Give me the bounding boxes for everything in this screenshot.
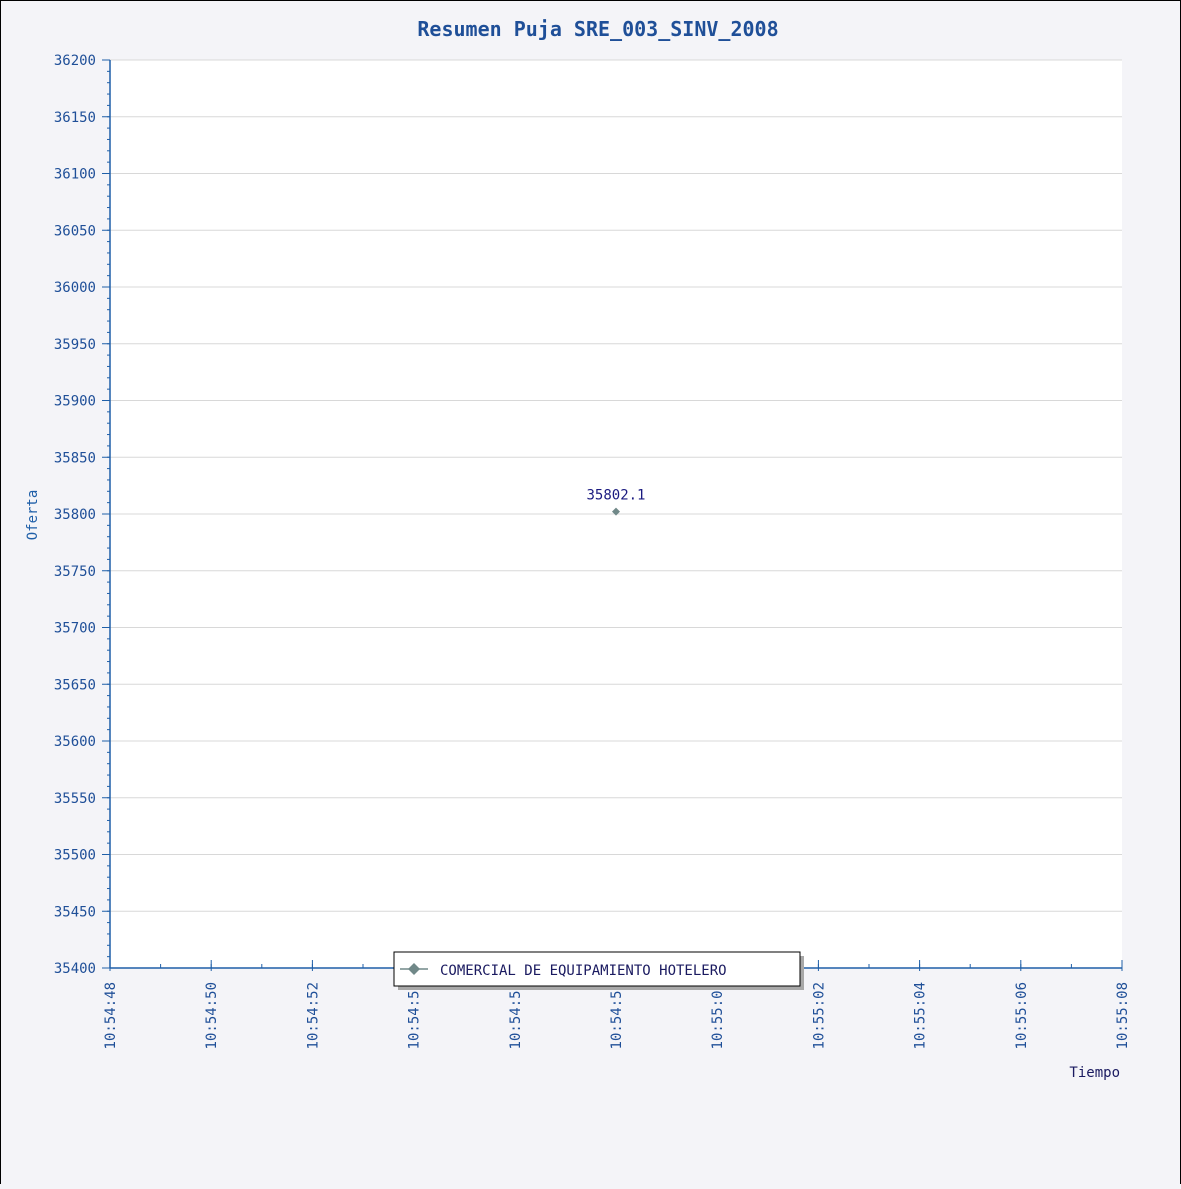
x-tick-label: 10:54:48 xyxy=(103,982,119,1049)
y-tick-label: 35450 xyxy=(54,904,96,920)
y-tick-label: 35950 xyxy=(54,337,96,353)
x-tick-label: 10:54:50 xyxy=(204,982,220,1049)
chart-title: Resumen Puja SRE_003_SINV_2008 xyxy=(417,17,778,41)
x-tick-label: 10:54:54 xyxy=(407,982,423,1049)
x-tick-label: 10:54:58 xyxy=(609,982,625,1049)
y-tick-label: 36050 xyxy=(54,223,96,239)
y-tick-label: 35900 xyxy=(54,394,96,410)
y-tick-label: 35750 xyxy=(54,564,96,580)
data-points: 35802.1 xyxy=(586,488,646,516)
x-tick-label: 10:54:52 xyxy=(305,982,321,1049)
y-axis-title: Oferta xyxy=(25,490,41,541)
grid-layer xyxy=(110,59,1122,912)
y-tick-label: 35400 xyxy=(54,961,96,977)
data-point-marker xyxy=(612,507,620,516)
legend-series-label: COMERCIAL DE EQUIPAMIENTO HOTELERO xyxy=(440,963,727,979)
y-tick-label: 35800 xyxy=(54,507,96,523)
y-tick-label: 35550 xyxy=(54,791,96,807)
y-tick-label: 35600 xyxy=(54,734,96,750)
x-axis-title: Tiempo xyxy=(1069,1065,1120,1081)
y-tick-labels: 36200 36150 36100 36050 36000 35950 35900 35850… xyxy=(54,53,96,977)
x-tick-label: 10:55:02 xyxy=(811,982,827,1049)
y-tick-label: 35500 xyxy=(54,848,96,864)
legend-marker-icon xyxy=(408,963,420,975)
x-tick-label: 10:54:56 xyxy=(508,982,524,1049)
y-tick-label: 36150 xyxy=(54,110,96,126)
x-tick-labels: 10:54:48 10:54:50 10:54:52 10:54:54 10:54:56… xyxy=(103,982,1131,1049)
x-tick-label: 10:55:08 xyxy=(1115,982,1131,1049)
data-point-label: 35802.1 xyxy=(586,488,645,504)
x-tick-label: 10:55:04 xyxy=(913,982,929,1049)
legend: COMERCIAL DE EQUIPAMIENTO HOTELERO xyxy=(393,951,804,990)
y-tick-label: 36100 xyxy=(54,167,96,183)
y-tick-label: 35850 xyxy=(54,450,96,466)
x-tick-label: 10:55:06 xyxy=(1014,982,1030,1049)
legend-box xyxy=(393,951,801,987)
y-tick-label: 35650 xyxy=(54,677,96,693)
y-tick-label: 35700 xyxy=(54,621,96,637)
y-tick-label: 36000 xyxy=(54,280,96,296)
y-tick-label: 36200 xyxy=(54,53,96,69)
x-tick-label: 10:55:00 xyxy=(710,982,726,1049)
